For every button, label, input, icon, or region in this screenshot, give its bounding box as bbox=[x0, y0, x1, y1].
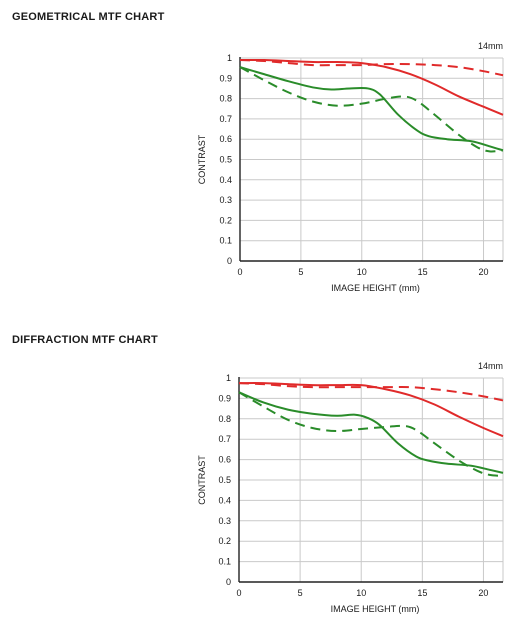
x-tick-label: 5 bbox=[298, 267, 303, 277]
y-tick-label: 0.1 bbox=[218, 557, 231, 567]
diffraction-mtf-title: DIFFRACTION MTF CHART bbox=[12, 334, 158, 346]
y-tick-label: 1 bbox=[227, 53, 232, 63]
y-tick-label: 0.8 bbox=[219, 94, 232, 104]
y-tick-label: 0.2 bbox=[218, 536, 231, 546]
geometrical-mtf-chart: 00.10.20.30.40.50.60.70.80.910 5 10 15 20IMA… bbox=[197, 41, 504, 293]
y-tick-label: 0.2 bbox=[219, 215, 232, 225]
series-group bbox=[239, 58, 504, 153]
x-axis-label: IMAGE HEIGHT (mm) bbox=[331, 283, 420, 293]
x-tick-label: 15 bbox=[417, 588, 427, 598]
red-dashed-mtf-line bbox=[239, 59, 504, 77]
geometrical-mtf-title: GEOMETRICAL MTF CHART bbox=[12, 11, 165, 23]
y-tick-label: 0.4 bbox=[219, 175, 232, 185]
green-dashed-mtf-line bbox=[238, 391, 504, 477]
diffraction-mtf-chart: 00.10.20.30.40.50.60.70.80.910 5 10 15 20IMA… bbox=[197, 361, 504, 614]
focal-length-label: 14mm bbox=[478, 41, 503, 51]
y-tick-label: 0.9 bbox=[219, 73, 232, 83]
y-tick-label: 0.6 bbox=[218, 455, 231, 465]
y-tick-label: 0.5 bbox=[219, 155, 232, 165]
green-solid-mtf-line bbox=[238, 391, 504, 474]
y-tick-label: 0 bbox=[226, 577, 231, 587]
y-tick-label: 0 bbox=[227, 256, 232, 266]
y-tick-label: 0.8 bbox=[218, 414, 231, 424]
grid bbox=[239, 377, 504, 582]
y-tick-label: 0.3 bbox=[219, 195, 232, 205]
grid bbox=[240, 57, 504, 261]
red-dashed-mtf-line bbox=[238, 382, 504, 402]
x-tick-label: 15 bbox=[418, 267, 428, 277]
x-tick-label: 0 bbox=[237, 267, 242, 277]
y-tick-label: 0.4 bbox=[218, 495, 231, 505]
x-tick-label: 10 bbox=[356, 588, 366, 598]
y-tick-label: 0.9 bbox=[218, 393, 231, 403]
y-tick-label: 0.7 bbox=[218, 434, 231, 444]
green-dashed-mtf-line bbox=[239, 66, 504, 153]
x-tick-label: 10 bbox=[357, 267, 367, 277]
y-axis-label: CONTRAST bbox=[197, 455, 207, 505]
y-tick-label: 1 bbox=[226, 373, 231, 383]
y-tick-label: 0.3 bbox=[218, 516, 231, 526]
y-tick-label: 0.1 bbox=[219, 236, 232, 246]
x-tick-label: 20 bbox=[479, 267, 489, 277]
x-tick-label: 20 bbox=[478, 588, 488, 598]
y-tick-label: 0.6 bbox=[219, 134, 232, 144]
green-solid-mtf-line bbox=[239, 66, 504, 152]
x-tick-label: 5 bbox=[298, 588, 303, 598]
x-tick-label: 0 bbox=[236, 588, 241, 598]
focal-length-label: 14mm bbox=[478, 361, 503, 371]
series-group bbox=[238, 382, 504, 477]
y-tick-label: 0.5 bbox=[218, 475, 231, 485]
red-solid-mtf-line bbox=[238, 382, 504, 438]
y-axis-label: CONTRAST bbox=[197, 134, 207, 184]
x-axis-label: IMAGE HEIGHT (mm) bbox=[331, 604, 420, 614]
y-tick-label: 0.7 bbox=[219, 114, 232, 124]
